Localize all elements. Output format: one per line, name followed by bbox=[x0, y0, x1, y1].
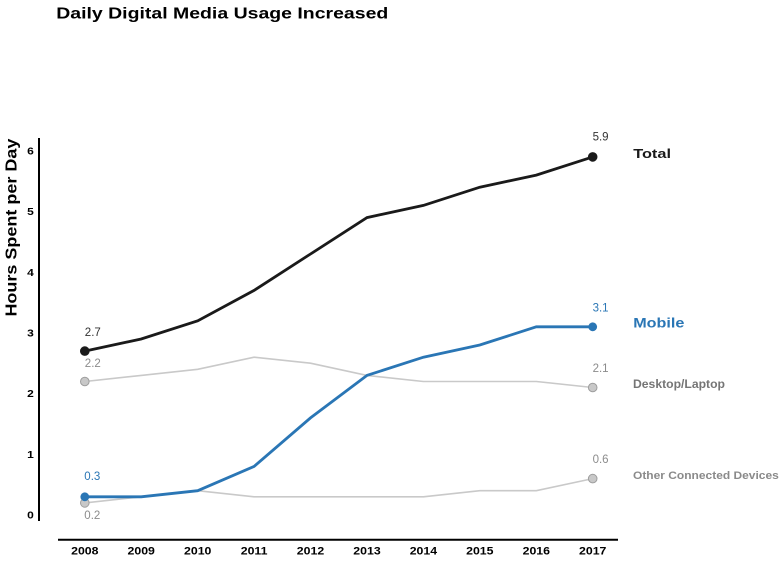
svg-text:5.9: 5.9 bbox=[593, 132, 609, 144]
svg-text:5: 5 bbox=[27, 207, 34, 218]
svg-text:2.7: 2.7 bbox=[85, 327, 101, 339]
svg-text:Total: Total bbox=[633, 147, 671, 161]
svg-text:0: 0 bbox=[27, 510, 34, 521]
svg-text:Other Connected Devices: Other Connected Devices bbox=[633, 469, 779, 482]
svg-text:2012: 2012 bbox=[297, 546, 324, 557]
svg-text:2010: 2010 bbox=[184, 546, 211, 557]
svg-text:2.2: 2.2 bbox=[85, 358, 101, 370]
svg-text:3.1: 3.1 bbox=[593, 303, 609, 315]
svg-text:2013: 2013 bbox=[353, 546, 381, 557]
svg-text:2011: 2011 bbox=[241, 546, 268, 557]
svg-text:2016: 2016 bbox=[523, 546, 551, 557]
svg-text:2008: 2008 bbox=[71, 546, 99, 557]
svg-text:2017: 2017 bbox=[579, 546, 606, 557]
svg-text:Hours Spent per Day: Hours Spent per Day bbox=[2, 138, 20, 316]
svg-text:Desktop/Laptop: Desktop/Laptop bbox=[633, 377, 725, 391]
svg-text:1: 1 bbox=[27, 450, 34, 461]
svg-text:0.6: 0.6 bbox=[593, 454, 609, 466]
svg-text:Daily Digital Media Usage Incr: Daily Digital Media Usage Increased bbox=[56, 4, 388, 22]
svg-text:2015: 2015 bbox=[466, 546, 494, 557]
svg-text:6: 6 bbox=[27, 146, 34, 157]
svg-text:2014: 2014 bbox=[410, 546, 438, 557]
svg-text:0.3: 0.3 bbox=[84, 471, 100, 483]
svg-text:3: 3 bbox=[27, 328, 34, 339]
svg-text:2.1: 2.1 bbox=[593, 363, 609, 375]
svg-text:2009: 2009 bbox=[128, 546, 156, 557]
svg-text:Mobile: Mobile bbox=[633, 316, 684, 332]
svg-text:2: 2 bbox=[27, 389, 34, 400]
svg-text:0.2: 0.2 bbox=[84, 510, 100, 522]
svg-text:4: 4 bbox=[27, 268, 35, 279]
